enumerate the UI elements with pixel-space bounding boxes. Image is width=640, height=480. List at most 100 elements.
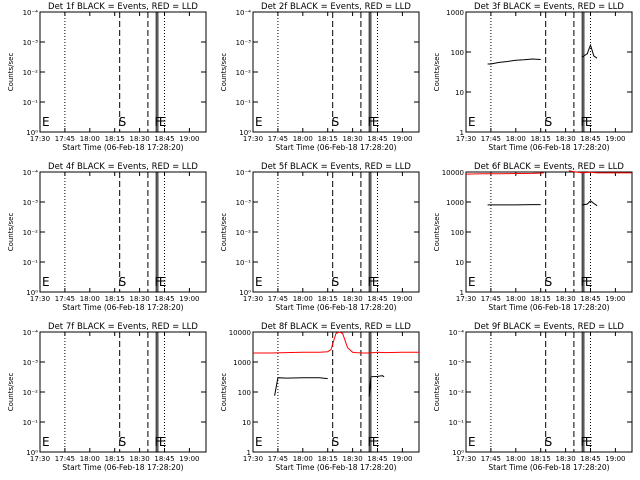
marker-label-f: F [581, 435, 588, 449]
detector-panel: Det 5f BLACK = Events, RED = LLD 17:30 17:… [220, 162, 420, 312]
x-tick-label: 17:30 [30, 295, 50, 303]
panel-title: Det 4f BLACK = Events, RED = LLD [48, 162, 198, 172]
y-tick-label: 10⁻² [23, 229, 39, 237]
y-axis-label: Counts/sec [220, 373, 228, 412]
y-tick-label: 10⁻¹ [23, 259, 39, 267]
marker-label-e: E [159, 435, 167, 449]
x-tick-label: 18:15 [531, 295, 551, 303]
x-tick-label: 17:30 [243, 455, 263, 463]
x-axis-label: Start Time (06-Feb-18 17:28:20) [488, 143, 609, 152]
marker-label-e: E [372, 435, 380, 449]
y-axis-label: Counts/sec [220, 213, 228, 252]
marker-label-e: E [255, 115, 263, 129]
y-tick-label: 10⁻¹ [23, 99, 39, 107]
x-tick-label: 17:45 [55, 295, 75, 303]
y-tick-label: 100 [451, 49, 464, 57]
detector-panel: Det 9f BLACK = Events, RED = LLD 17:30 17:… [433, 322, 633, 472]
x-tick-label: 17:30 [456, 135, 476, 143]
marker-label-s: S [332, 275, 340, 289]
x-tick-label: 18:30 [343, 455, 363, 463]
x-tick-label: 18:45 [580, 295, 600, 303]
marker-label-e: E [42, 275, 50, 289]
detector-panel: Det 1f BLACK = Events, RED = LLD 17:30 17:… [7, 2, 207, 152]
x-tick-label: 17:45 [481, 135, 501, 143]
x-tick-label: 18:15 [531, 455, 551, 463]
x-tick-label: 17:45 [55, 135, 75, 143]
y-tick-label: 10⁻⁴ [236, 9, 252, 17]
x-tick-label: 18:45 [367, 455, 387, 463]
y-tick-label: 100 [451, 229, 464, 237]
events-series-line [274, 377, 328, 396]
x-tick-label: 18:15 [318, 135, 338, 143]
x-tick-label: 18:30 [343, 295, 363, 303]
marker-label-f: F [581, 275, 588, 289]
x-tick-label: 18:30 [130, 135, 150, 143]
x-tick-label: 18:30 [343, 135, 363, 143]
marker-label-e: E [468, 115, 476, 129]
y-tick-label: 10⁻³ [23, 39, 39, 47]
y-tick-label: 10⁻⁴ [23, 169, 39, 177]
x-tick-label: 18:30 [130, 295, 150, 303]
y-axis-label: Counts/sec [433, 373, 441, 412]
x-tick-label: 17:30 [456, 455, 476, 463]
detector-panel: Det 2f BLACK = Events, RED = LLD 17:30 17:… [220, 2, 420, 152]
x-tick-label: 18:30 [556, 295, 576, 303]
x-tick-label: 18:45 [580, 455, 600, 463]
y-tick-label: 10⁻³ [236, 199, 252, 207]
detector-panel: Det 7f BLACK = Events, RED = LLD 17:30 17:… [7, 322, 207, 472]
y-tick-label: 10⁻¹ [449, 419, 465, 427]
marker-label-s: S [545, 115, 553, 129]
x-tick-label: 18:00 [80, 295, 100, 303]
x-tick-label: 18:15 [531, 135, 551, 143]
y-tick-label: 10⁰ [452, 449, 464, 457]
y-tick-label: 10⁻² [23, 69, 39, 77]
x-tick-label: 19:00 [605, 455, 625, 463]
y-tick-label: 10⁻⁴ [449, 329, 465, 337]
y-tick-label: 10⁰ [26, 449, 38, 457]
y-tick-label: 1 [247, 449, 251, 457]
events-series-line [487, 58, 541, 65]
y-axis-label: Counts/sec [433, 213, 441, 252]
x-tick-label: 18:30 [556, 455, 576, 463]
x-tick-label: 18:45 [154, 135, 174, 143]
x-axis-label: Start Time (06-Feb-18 17:28:20) [488, 463, 609, 472]
marker-label-s: S [332, 115, 340, 129]
marker-label-s: S [545, 435, 553, 449]
x-tick-label: 19:00 [392, 295, 412, 303]
x-tick-label: 18:45 [580, 135, 600, 143]
panel-title: Det 8f BLACK = Events, RED = LLD [261, 322, 411, 332]
panel-title: Det 2f BLACK = Events, RED = LLD [261, 2, 411, 12]
marker-label-e: E [372, 115, 380, 129]
y-tick-label: 1000 [446, 199, 464, 207]
x-axis-label: Start Time (06-Feb-18 17:28:20) [62, 463, 183, 472]
x-tick-label: 18:00 [80, 455, 100, 463]
y-tick-label: 10⁻² [23, 389, 39, 397]
x-tick-label: 18:45 [154, 295, 174, 303]
lld-series-line [568, 170, 632, 174]
x-axis-label: Start Time (06-Feb-18 17:28:20) [62, 143, 183, 152]
panel-title: Det 7f BLACK = Events, RED = LLD [48, 322, 198, 332]
x-tick-label: 18:00 [506, 295, 526, 303]
x-tick-label: 18:45 [154, 455, 174, 463]
y-axis-label: Counts/sec [220, 53, 228, 92]
y-tick-label: 10⁻⁴ [23, 329, 39, 337]
x-tick-label: 17:45 [481, 295, 501, 303]
marker-label-s: S [119, 275, 127, 289]
x-tick-label: 18:00 [293, 455, 313, 463]
y-tick-label: 10000 [229, 329, 251, 337]
y-tick-label: 10⁻⁴ [236, 169, 252, 177]
x-tick-label: 18:00 [293, 135, 313, 143]
x-tick-label: 17:45 [268, 295, 288, 303]
y-tick-label: 1000 [446, 9, 464, 17]
detector-panel: Det 4f BLACK = Events, RED = LLD 17:30 17:… [7, 162, 207, 312]
y-tick-label: 1 [460, 289, 464, 297]
y-tick-label: 10⁰ [26, 289, 38, 297]
x-tick-label: 19:00 [605, 135, 625, 143]
x-axis-label: Start Time (06-Feb-18 17:28:20) [62, 303, 183, 312]
panel-title: Det 3f BLACK = Events, RED = LLD [474, 2, 624, 12]
marker-label-f: F [368, 115, 375, 129]
x-tick-label: 17:30 [30, 455, 50, 463]
x-tick-label: 18:30 [130, 455, 150, 463]
plot-frame [465, 11, 633, 133]
